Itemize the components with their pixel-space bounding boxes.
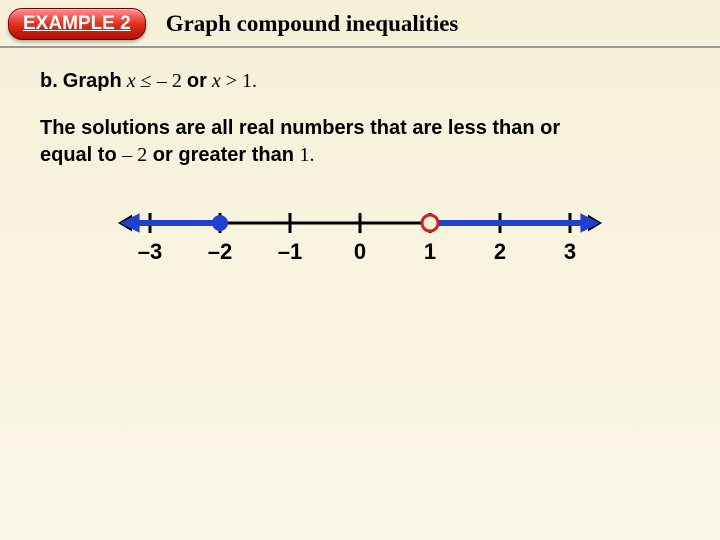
svg-text:–2: –2 bbox=[208, 239, 232, 264]
example-badge: EXAMPLE 2 bbox=[8, 8, 146, 40]
math-var-1: x bbox=[127, 70, 136, 92]
math-rel-1: < – bbox=[141, 70, 157, 92]
svg-text:–3: –3 bbox=[138, 239, 162, 264]
rel1-underbar: – bbox=[141, 75, 150, 96]
explain-line1: The solutions are all real numbers that … bbox=[40, 117, 560, 139]
svg-text:1: 1 bbox=[424, 239, 436, 264]
explain-num2: 1. bbox=[300, 144, 315, 166]
math-val-1: – 2 bbox=[157, 70, 182, 92]
explain-line2b: or greater than bbox=[147, 144, 299, 166]
problem-statement: b. Graph x < – – 2 or x > 1. bbox=[40, 70, 680, 93]
content-area: b. Graph x < – – 2 or x > 1. The solutio… bbox=[0, 52, 720, 283]
numberline-graphic: –3 –2 –1 0 1 2 3 bbox=[100, 193, 620, 283]
math-var-2: x bbox=[212, 70, 221, 92]
explanation-text: The solutions are all real numbers that … bbox=[40, 115, 680, 169]
header-row: EXAMPLE 2 Graph compound inequalities bbox=[0, 0, 720, 48]
problem-word-or: or bbox=[187, 70, 207, 92]
numberline-container: –3 –2 –1 0 1 2 3 bbox=[40, 193, 680, 283]
svg-text:–1: –1 bbox=[278, 239, 302, 264]
problem-part-label: b. bbox=[40, 70, 58, 92]
explain-num1: – 2 bbox=[122, 144, 147, 166]
page-title: Graph compound inequalities bbox=[166, 11, 459, 37]
svg-text:2: 2 bbox=[494, 239, 506, 264]
svg-text:0: 0 bbox=[354, 239, 366, 264]
problem-word-graph: Graph bbox=[63, 70, 122, 92]
math-val-2: 1. bbox=[242, 70, 257, 92]
svg-text:3: 3 bbox=[564, 239, 576, 264]
explain-line2a: equal to bbox=[40, 144, 122, 166]
math-rel-2: > bbox=[226, 70, 237, 92]
